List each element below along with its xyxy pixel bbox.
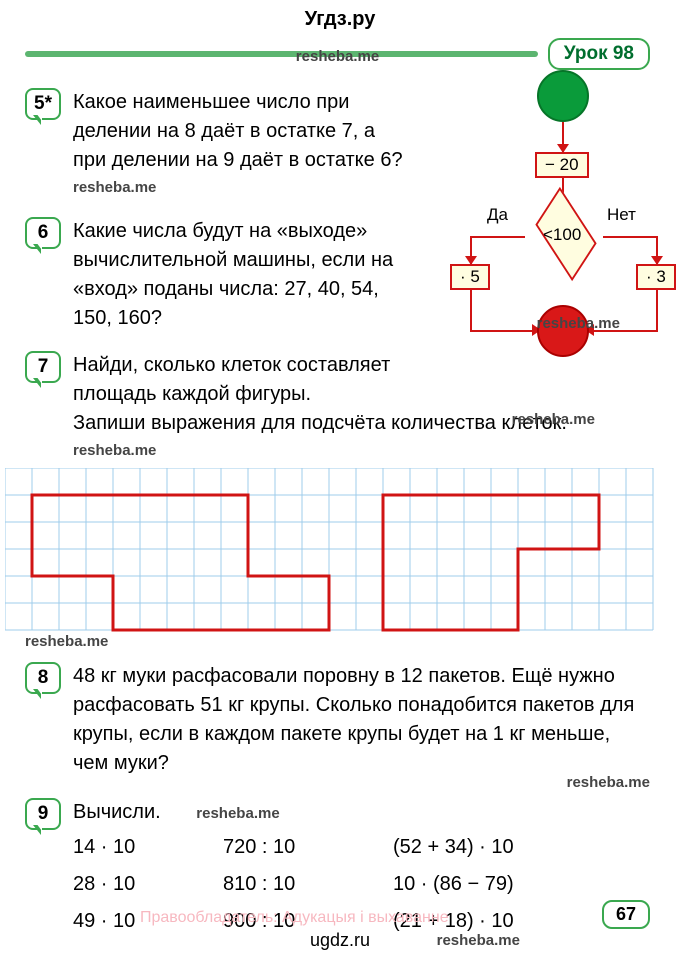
task-text: Найди, сколько клеток составляет площадь…	[73, 351, 650, 462]
rights-text: Правообладатель: Адукацыя і выхаванне	[140, 909, 449, 927]
watermark: resheba.me	[196, 805, 279, 822]
header-rule	[25, 51, 538, 57]
watermark: resheba.me	[567, 772, 650, 794]
task-number: 8	[25, 662, 61, 694]
calc-cell: 14 · 10	[73, 833, 223, 862]
task-7: 7 Найди, сколько клеток составляет площа…	[25, 351, 650, 462]
watermark: resheba.me	[73, 440, 650, 462]
lesson-header: Урок 98 resheba.me	[25, 38, 650, 70]
task-text: Какие числа будут на «выходе» вычислител…	[73, 217, 650, 333]
grid-svg	[5, 468, 665, 638]
calc-cell: 720 : 10	[223, 833, 393, 862]
lesson-badge: Урок 98	[548, 38, 650, 70]
task-5: 5* Какое наименьшее число при делении на…	[25, 88, 650, 199]
watermark: resheba.me	[537, 313, 620, 335]
watermark: resheba.me	[25, 633, 108, 650]
watermark: resheba.me	[73, 177, 410, 199]
watermark: resheba.me	[512, 409, 595, 431]
calc-cell: 810 : 10	[223, 870, 393, 899]
task-6: 6 Какие числа будут на «выходе» вычислит…	[25, 217, 650, 333]
task-number: 6	[25, 217, 61, 249]
page-number: 67	[602, 900, 650, 929]
task-text: Какое наименьшее число при делении на 8 …	[73, 88, 650, 199]
task-number: 7	[25, 351, 61, 383]
task-number: 5*	[25, 88, 61, 120]
watermark: resheba.me	[437, 930, 520, 952]
calc-cell: 28 · 10	[73, 870, 223, 899]
calc-cell: (52 + 34) · 10	[393, 833, 573, 862]
task-8: 8 48 кг муки расфасовали поровну в 12 па…	[25, 662, 650, 778]
site-watermark-top: Угдз.ру	[305, 8, 376, 31]
calc-cell: 10 · (86 − 79)	[393, 870, 573, 899]
watermark: resheba.me	[296, 48, 379, 65]
grid-figure: resheba.me	[5, 468, 665, 638]
task-text: 48 кг муки расфасовали поровну в 12 паке…	[73, 662, 650, 778]
task-number: 9	[25, 798, 61, 830]
